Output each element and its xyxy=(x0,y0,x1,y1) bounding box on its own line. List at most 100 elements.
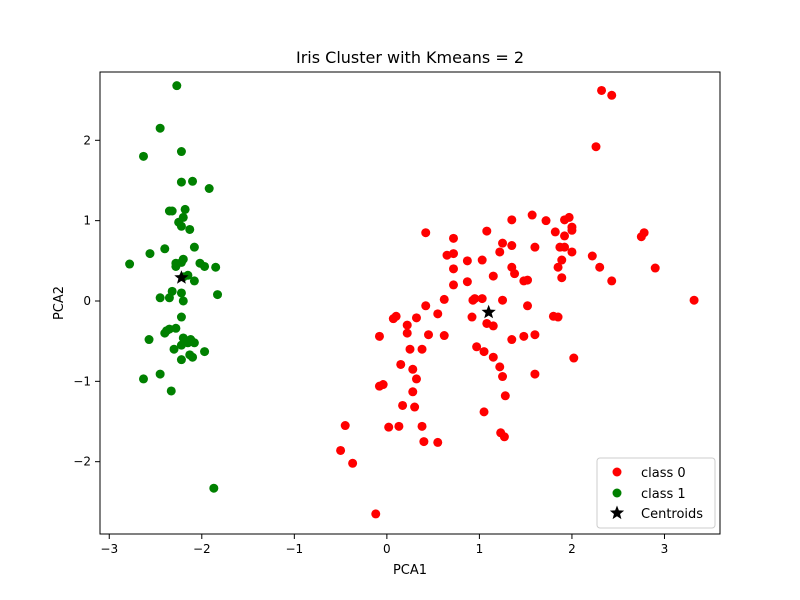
point-class-0-54 xyxy=(467,312,477,322)
point-class-0-6 xyxy=(564,212,574,222)
point-class-1-15 xyxy=(189,242,199,252)
point-class-1-5 xyxy=(188,176,198,186)
x-tick-label: 2 xyxy=(568,542,576,556)
point-class-0-56 xyxy=(553,312,563,322)
legend-marker-class-0 xyxy=(612,467,622,477)
point-class-0-24 xyxy=(567,247,577,257)
point-class-0-71 xyxy=(405,344,415,354)
y-axis-label: PCA2 xyxy=(52,286,67,320)
point-class-1-32 xyxy=(213,290,223,300)
point-class-0-51 xyxy=(433,309,443,319)
x-tick-label: 3 xyxy=(661,542,669,556)
point-class-0-30 xyxy=(553,262,563,272)
point-class-0-61 xyxy=(507,335,517,345)
point-class-1-0 xyxy=(172,81,182,91)
x-tick-label: −2 xyxy=(193,542,211,556)
legend-label-centroids: Centroids xyxy=(641,507,703,522)
point-class-0-49 xyxy=(421,301,431,311)
point-class-1-14 xyxy=(160,244,170,254)
x-tick-label: −1 xyxy=(285,542,303,556)
plot-frame xyxy=(99,71,721,535)
x-tick-label: 1 xyxy=(476,542,484,556)
point-class-0-41 xyxy=(462,277,472,287)
legend-label-class-1: class 1 xyxy=(641,487,686,502)
x-axis-label: PCA1 xyxy=(393,563,427,578)
point-class-0-31 xyxy=(595,262,605,272)
point-class-0-3 xyxy=(527,210,537,220)
point-class-0-47 xyxy=(498,295,508,305)
point-class-1-21 xyxy=(200,261,210,271)
point-class-0-53 xyxy=(388,314,398,324)
point-class-1-2 xyxy=(176,147,186,157)
point-class-0-18 xyxy=(507,241,517,251)
point-class-1-1 xyxy=(155,123,165,133)
point-class-0-44 xyxy=(468,295,478,305)
point-class-0-29 xyxy=(477,255,487,265)
legend-marker-class-1 xyxy=(612,488,622,498)
y-tick-label: 0 xyxy=(83,294,91,308)
point-class-0-39 xyxy=(523,275,533,285)
point-class-0-89 xyxy=(417,421,427,431)
point-class-1-30 xyxy=(155,293,165,303)
point-class-0-1 xyxy=(607,90,617,100)
point-class-0-94 xyxy=(340,421,350,431)
point-class-1-44 xyxy=(176,340,186,350)
point-class-1-39 xyxy=(144,335,154,345)
point-class-0-96 xyxy=(348,458,358,468)
point-class-1-29 xyxy=(176,288,186,298)
legend-marker-centroids xyxy=(609,505,625,520)
point-class-0-66 xyxy=(402,328,412,338)
point-class-0-25 xyxy=(587,251,597,261)
point-class-0-37 xyxy=(488,271,498,281)
centroid-marker-0 xyxy=(174,270,189,284)
ticks-layer: −3 −2 −1 0 1 2 3 −2 −1 0 1 2 xyxy=(73,133,668,556)
point-class-0-97 xyxy=(371,509,381,519)
x-tick-label: −3 xyxy=(100,542,118,556)
point-class-0-83 xyxy=(398,400,408,410)
point-class-0-70 xyxy=(417,344,427,354)
point-class-0-69 xyxy=(479,347,489,357)
point-class-0-16 xyxy=(639,228,649,238)
point-class-0-0 xyxy=(597,85,607,95)
point-class-0-95 xyxy=(336,445,346,455)
point-class-0-63 xyxy=(530,330,540,340)
chart-title: Iris Cluster with Kmeans = 2 xyxy=(296,48,524,67)
point-class-0-20 xyxy=(560,242,570,252)
legend-box xyxy=(596,457,716,529)
point-class-0-50 xyxy=(523,301,533,311)
point-class-1-24 xyxy=(125,259,135,269)
y-tick-label: 2 xyxy=(83,133,91,147)
point-class-1-12 xyxy=(176,221,186,231)
point-class-1-8 xyxy=(167,206,177,216)
point-class-0-82 xyxy=(408,387,418,397)
point-class-1-22 xyxy=(211,262,221,272)
point-class-1-6 xyxy=(204,184,214,194)
point-class-0-65 xyxy=(424,330,434,340)
y-tick-label: 1 xyxy=(83,214,91,228)
legend: class 0 class 1 Centroids xyxy=(596,457,716,529)
point-class-1-9 xyxy=(180,204,190,214)
point-class-0-14 xyxy=(448,233,458,243)
centroid-marker-1 xyxy=(481,304,496,319)
point-class-0-23 xyxy=(442,250,452,260)
point-class-0-67 xyxy=(374,331,384,341)
point-class-0-21 xyxy=(530,242,540,252)
point-class-0-92 xyxy=(419,437,429,447)
point-class-0-35 xyxy=(510,269,520,279)
point-class-1-53 xyxy=(209,483,219,493)
point-class-0-88 xyxy=(394,421,404,431)
point-class-0-93 xyxy=(433,437,443,447)
point-class-0-81 xyxy=(374,381,384,391)
point-class-1-38 xyxy=(160,328,170,338)
point-class-0-85 xyxy=(410,402,420,412)
marks-layer xyxy=(125,81,699,519)
point-class-0-79 xyxy=(411,374,421,384)
point-class-1-37 xyxy=(171,323,181,333)
point-class-1-3 xyxy=(138,151,148,161)
point-class-0-36 xyxy=(557,273,567,283)
point-class-0-13 xyxy=(421,228,431,238)
point-class-1-52 xyxy=(166,386,176,396)
point-class-1-45 xyxy=(169,344,179,354)
point-class-1-43 xyxy=(189,338,199,348)
point-class-1-31 xyxy=(164,293,174,303)
